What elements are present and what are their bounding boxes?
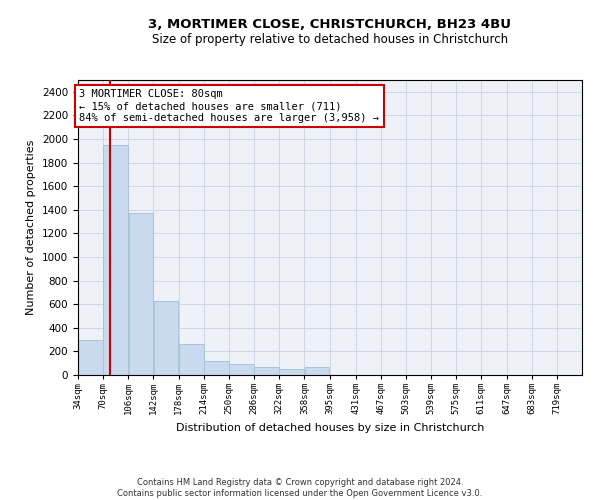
Bar (254, 368, 279, 375)
Text: 3 MORTIMER CLOSE: 80sqm
← 15% of detached houses are smaller (711)
84% of semi-d: 3 MORTIMER CLOSE: 80sqm ← 15% of detache… (79, 90, 379, 122)
Bar (154, 301, 178, 375)
Bar (280, 368, 304, 375)
Bar (103, 145, 128, 375)
Bar (128, 214, 154, 375)
Text: Size of property relative to detached houses in Christchurch: Size of property relative to detached ho… (152, 32, 508, 46)
X-axis label: Distribution of detached houses by size in Christchurch: Distribution of detached houses by size … (176, 422, 484, 432)
Text: Contains HM Land Registry data © Crown copyright and database right 2024.
Contai: Contains HM Land Registry data © Crown c… (118, 478, 482, 498)
Bar (179, 344, 203, 375)
Bar (305, 368, 329, 375)
Bar (204, 361, 229, 375)
Y-axis label: Number of detached properties: Number of detached properties (26, 140, 37, 315)
Text: 3, MORTIMER CLOSE, CHRISTCHURCH, BH23 4BU: 3, MORTIMER CLOSE, CHRISTCHURCH, BH23 4B… (149, 18, 511, 30)
Bar (78, 340, 103, 375)
Bar (229, 364, 254, 375)
